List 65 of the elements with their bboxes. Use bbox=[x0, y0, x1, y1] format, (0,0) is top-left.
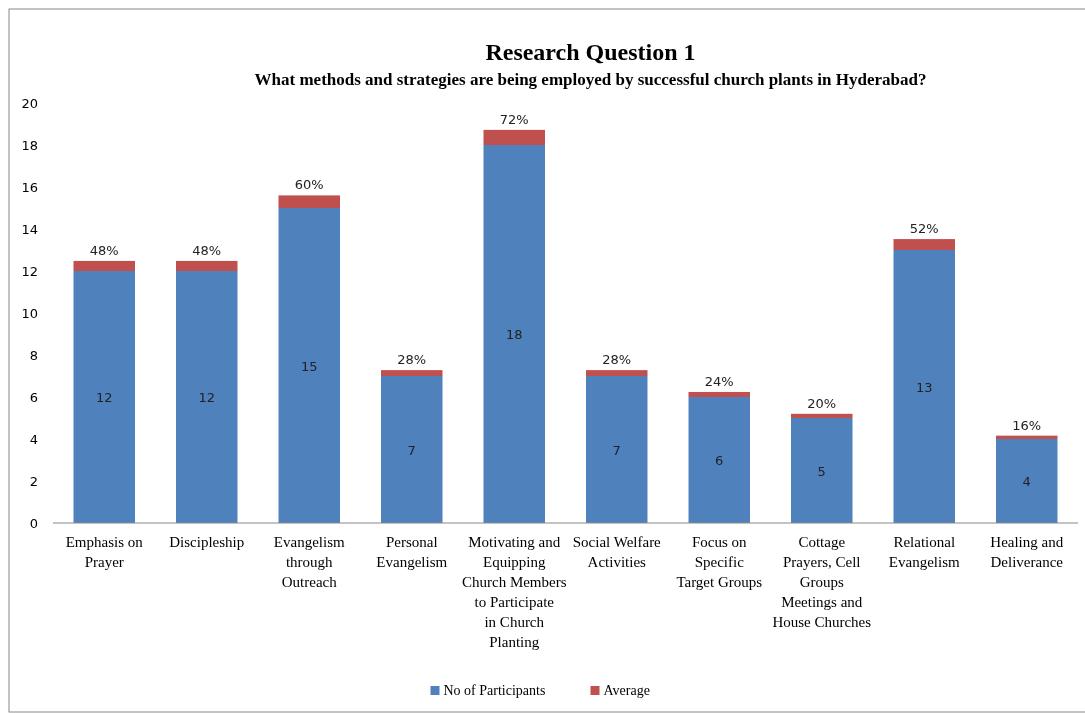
y-tick-label: 0 bbox=[29, 516, 38, 531]
data-label: 28% bbox=[397, 352, 427, 368]
x-tick-label: Social Welfare Activities bbox=[572, 534, 662, 570]
data-label: 52% bbox=[909, 221, 939, 237]
x-tick-label: Motivating and Equipping Church Members to Participate in Church Planting bbox=[461, 534, 567, 650]
data-label: 72% bbox=[499, 111, 529, 127]
data-label: 48% bbox=[192, 242, 222, 258]
x-tick-label: Cottage Prayers, Cell Groups Meetings and House Churches bbox=[772, 534, 872, 630]
bar bbox=[381, 376, 443, 523]
y-tick-label: 4 bbox=[29, 432, 38, 447]
x-tick-label: Evangelism through Outreach bbox=[273, 534, 345, 590]
data-label: 15 bbox=[300, 358, 318, 374]
bar bbox=[483, 145, 545, 523]
bar bbox=[688, 391, 750, 397]
y-tick-label: 12 bbox=[21, 264, 38, 279]
bar bbox=[483, 129, 545, 145]
data-label: 16% bbox=[1012, 417, 1042, 433]
data-label: 7 bbox=[407, 442, 416, 458]
bar bbox=[176, 260, 238, 271]
y-tick-label: 2 bbox=[29, 474, 38, 489]
bar bbox=[586, 376, 648, 523]
x-tick-label: Healing and Deliverance bbox=[990, 534, 1064, 570]
bar bbox=[996, 439, 1058, 523]
x-tick-label: Personal Evangelism bbox=[376, 534, 448, 570]
bar bbox=[176, 271, 238, 523]
data-label: 12 bbox=[95, 390, 113, 405]
data-label: 5 bbox=[817, 463, 826, 479]
data-label: 7 bbox=[612, 442, 621, 458]
data-label: 28% bbox=[602, 352, 632, 368]
bar bbox=[791, 413, 853, 418]
y-tick-label: 8 bbox=[29, 348, 38, 363]
bar bbox=[893, 239, 955, 250]
y-tick-label: 18 bbox=[21, 138, 38, 153]
y-tick-label: 10 bbox=[21, 306, 38, 321]
bar bbox=[278, 195, 340, 208]
data-label: 48% bbox=[89, 242, 119, 258]
x-tick-label: Emphasis on Prayer bbox=[65, 534, 144, 570]
data-label: 18 bbox=[505, 327, 523, 342]
bar bbox=[278, 208, 340, 523]
x-tick-label: Relational Evangelism bbox=[888, 534, 960, 570]
y-tick-label: 14 bbox=[21, 222, 38, 237]
bar bbox=[688, 397, 750, 523]
y-tick-label: 6 bbox=[29, 390, 38, 405]
bar bbox=[791, 418, 853, 523]
bar bbox=[893, 250, 955, 523]
y-tick-label: 16 bbox=[21, 180, 38, 195]
chart-subtitle: What methods and strategies are being employed by successful church plants in Hyderabad? bbox=[254, 70, 927, 89]
legend-label: Average bbox=[603, 683, 650, 698]
data-label: 4 bbox=[1022, 474, 1031, 489]
data-label: 20% bbox=[807, 395, 837, 411]
x-tick-label: Discipleship bbox=[169, 534, 245, 550]
chart-title: Research Question 1 bbox=[485, 39, 696, 65]
bar bbox=[73, 260, 135, 271]
bar bbox=[381, 370, 443, 376]
x-tick-label: Focus on Specific Target Groups bbox=[676, 534, 763, 590]
bar bbox=[586, 370, 648, 376]
y-tick-label: 20 bbox=[21, 96, 38, 111]
data-label: 60% bbox=[294, 177, 324, 193]
bar bbox=[996, 435, 1058, 439]
data-label: 12 bbox=[198, 390, 216, 405]
data-label: 13 bbox=[915, 379, 933, 395]
data-label: 6 bbox=[715, 453, 724, 468]
legend-label: No of Participants bbox=[443, 683, 546, 698]
data-label: 24% bbox=[704, 373, 734, 389]
bar bbox=[73, 271, 135, 523]
